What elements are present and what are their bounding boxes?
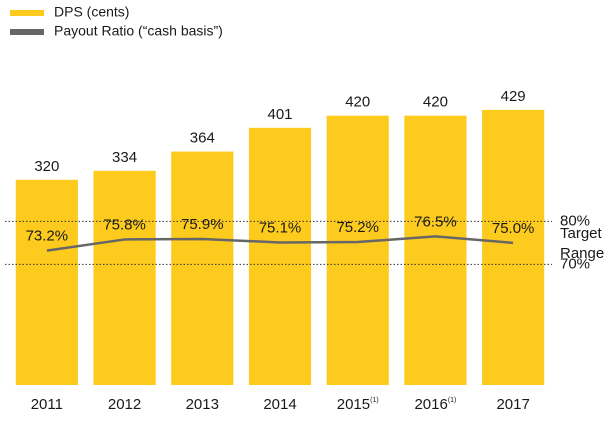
bar-value-label: 420 bbox=[345, 94, 370, 111]
category-note: (1) bbox=[370, 397, 379, 404]
x-tick-label: 2012 bbox=[108, 396, 141, 413]
annotation: Target bbox=[560, 225, 603, 242]
category-note: (1) bbox=[448, 397, 457, 404]
bar-value-label: 320 bbox=[34, 158, 59, 175]
bar bbox=[171, 151, 234, 385]
y2-tick-label: 70% bbox=[560, 255, 590, 272]
category: 2015 bbox=[337, 396, 370, 413]
bar-value-label: 401 bbox=[267, 106, 292, 123]
bar bbox=[248, 127, 312, 385]
payout-line bbox=[46, 235, 514, 252]
line-value-label: 75.2% bbox=[336, 219, 379, 236]
bar bbox=[93, 170, 156, 385]
line-value-label: 75.1% bbox=[259, 219, 302, 236]
bar-value-label: 334 bbox=[112, 149, 137, 166]
category: 2017 bbox=[496, 396, 529, 413]
y2-tick-label: 80% bbox=[560, 212, 590, 229]
bar bbox=[15, 179, 78, 385]
bar-value-label: 364 bbox=[190, 130, 215, 147]
legend-swatch bbox=[10, 29, 44, 35]
line-value-label: 73.2% bbox=[26, 228, 69, 245]
annotation: Range bbox=[560, 245, 604, 262]
category: 2013 bbox=[186, 396, 219, 413]
line-value-label: 76.5% bbox=[414, 213, 457, 230]
bar bbox=[326, 115, 389, 386]
bar-value-label: 420 bbox=[423, 94, 448, 111]
category: 2012 bbox=[108, 396, 141, 413]
x-tick-label: 2017 bbox=[496, 396, 529, 413]
x-tick-label: 2016(1) bbox=[414, 396, 456, 413]
x-tick-label: 2014 bbox=[263, 396, 296, 413]
bar bbox=[482, 109, 545, 385]
legend-label: Payout Ratio (“cash basis”) bbox=[54, 23, 223, 39]
bar-value-label: 429 bbox=[501, 88, 526, 105]
category: 2014 bbox=[263, 396, 296, 413]
line-value-label: 75.9% bbox=[181, 216, 224, 233]
legend-swatch bbox=[10, 10, 44, 16]
line-value-label: 75.0% bbox=[492, 220, 535, 237]
x-tick-label: 2013 bbox=[186, 396, 219, 413]
line-value-label: 75.8% bbox=[103, 216, 146, 233]
x-tick-label: 2011 bbox=[31, 396, 63, 413]
x-tick-label: 2015(1) bbox=[337, 396, 379, 413]
category: 2016 bbox=[414, 396, 447, 413]
legend-label: DPS (cents) bbox=[54, 4, 129, 20]
bar bbox=[404, 115, 467, 386]
category: 2011 bbox=[31, 396, 63, 413]
